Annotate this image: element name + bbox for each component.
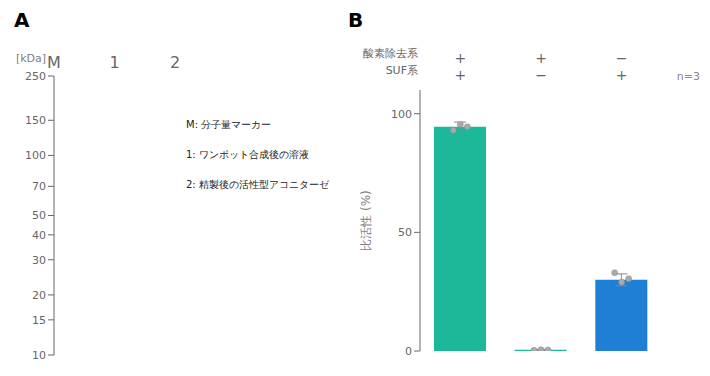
svg-text:40: 40 — [32, 229, 46, 242]
html-text:SUF系: SUF系 — [385, 64, 418, 77]
svg-text:+: + — [535, 50, 547, 66]
svg-text:+: + — [454, 50, 466, 66]
html-text:1: ワンポット合成後の溶液: 1: ワンポット合成後の溶液 — [186, 149, 309, 160]
svg-text:250: 250 — [25, 70, 46, 83]
html-text:M: 分子量マーカー: M: 分子量マーカー — [186, 119, 272, 130]
svg-text:20: 20 — [32, 289, 46, 302]
html-text:2: 精製後の活性型アコニターゼ: 2: 精製後の活性型アコニターゼ — [186, 179, 329, 190]
svg-text:[kDa]: [kDa] — [16, 52, 46, 65]
svg-text:10: 10 — [32, 349, 46, 362]
svg-text:+: + — [616, 67, 628, 83]
svg-text:30: 30 — [32, 254, 46, 267]
svg-text:50: 50 — [398, 226, 412, 239]
svg-text:−: − — [616, 50, 628, 66]
svg-text:M: M — [47, 53, 61, 72]
svg-text:0: 0 — [405, 345, 412, 358]
svg-text:+: + — [454, 67, 466, 83]
svg-text:比活性 (%): 比活性 (%) — [359, 190, 373, 251]
svg-text:100: 100 — [391, 108, 412, 121]
html-text:酸素除去系: 酸素除去系 — [363, 47, 418, 60]
svg-text:1: 1 — [109, 53, 119, 72]
svg-text:70: 70 — [32, 180, 46, 193]
svg-text:2: 2 — [170, 53, 180, 72]
html-text:A: A — [14, 8, 30, 32]
svg-text:100: 100 — [25, 149, 46, 162]
svg-text:150: 150 — [25, 114, 46, 127]
svg-text:−: − — [535, 67, 547, 83]
html-text:n=3: n=3 — [676, 70, 700, 83]
svg-text:15: 15 — [32, 314, 46, 327]
svg-text:50: 50 — [32, 209, 46, 222]
html-text:B: B — [348, 8, 364, 32]
